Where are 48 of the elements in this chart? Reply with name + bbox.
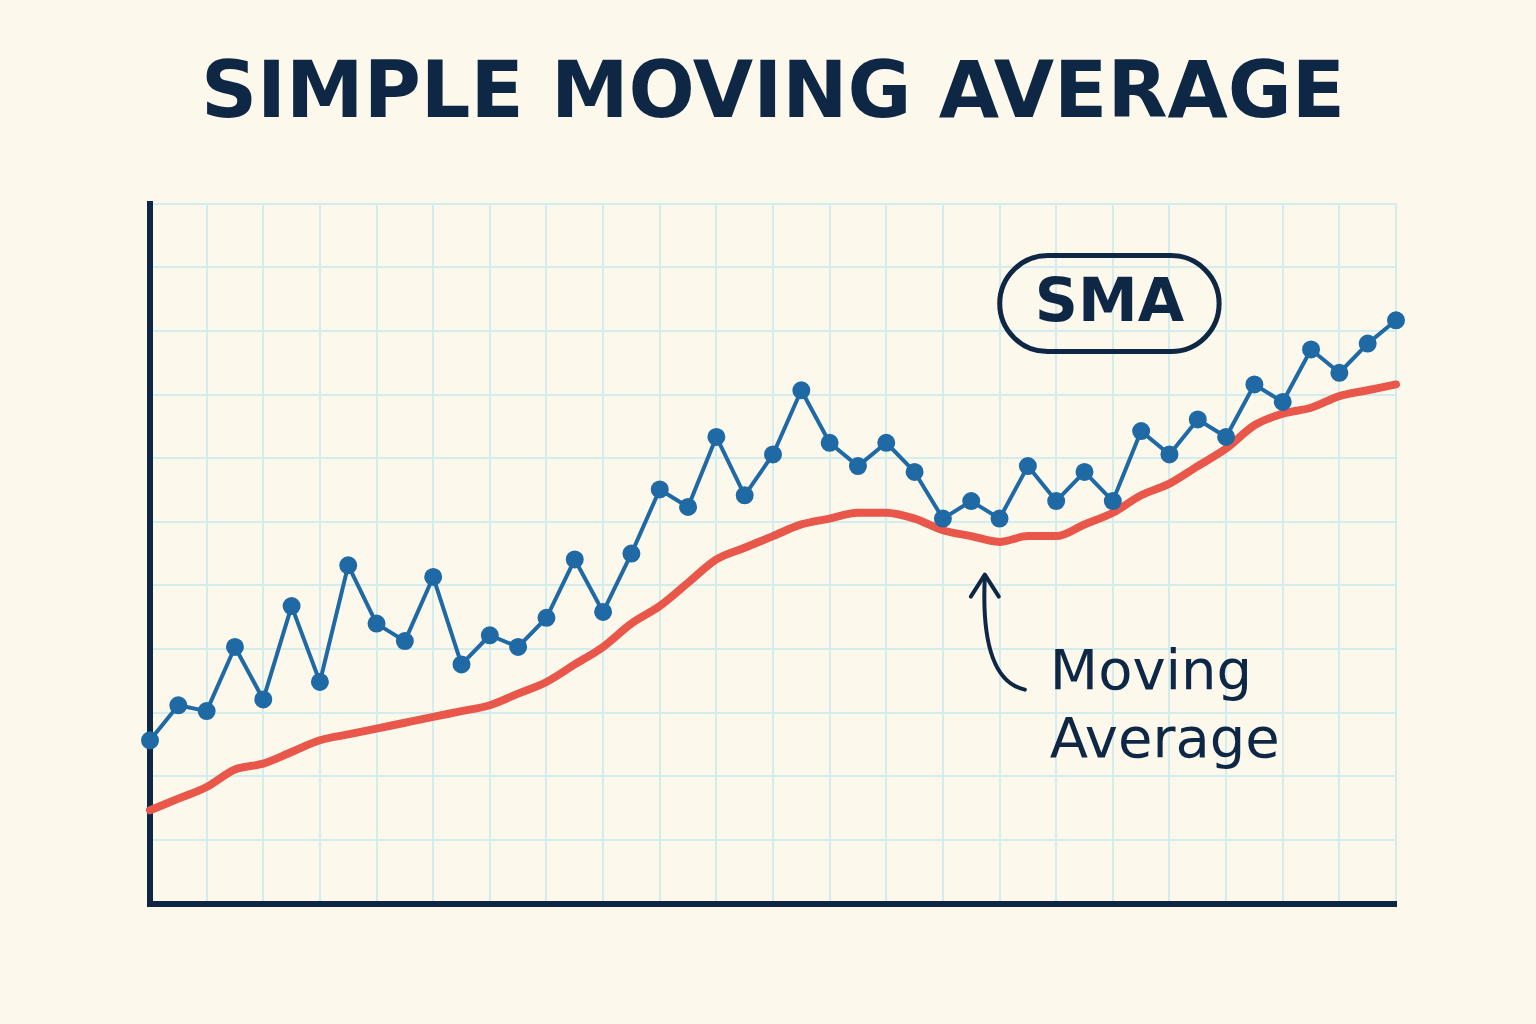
point [1387,311,1405,330]
point [962,492,981,511]
point [509,637,528,656]
point [1018,457,1037,476]
point [1047,492,1066,511]
point [622,544,641,563]
point [650,480,669,499]
annotation: SMA [1034,265,1185,336]
point [820,433,839,452]
point [1330,363,1349,382]
point [424,567,443,586]
point [1217,427,1236,446]
point [452,655,471,674]
point [1245,375,1264,394]
point [339,556,358,575]
point [225,637,244,656]
point [282,597,301,616]
point [707,427,726,446]
point [764,445,782,464]
point [990,509,1009,528]
annotation: Moving Average [1049,637,1280,771]
point [395,632,414,651]
point [169,696,188,715]
point [197,702,216,721]
point [1273,392,1292,411]
point [1075,462,1094,481]
point [792,381,811,400]
point [1188,410,1207,429]
point [905,462,924,481]
point [848,457,867,476]
point [1358,334,1377,353]
point [594,602,613,621]
point [877,433,896,452]
point [735,486,754,505]
point [1103,492,1122,511]
point [367,614,386,633]
point [679,497,698,516]
chart-title: SIMPLE MOVING AVERAGE [200,45,1346,136]
point [1132,422,1151,441]
point [141,731,159,750]
point [565,550,584,569]
point [1302,340,1321,359]
point [933,509,952,528]
point [254,690,273,709]
point [1160,445,1179,464]
point [537,608,556,627]
point [480,626,499,645]
point [310,672,329,691]
